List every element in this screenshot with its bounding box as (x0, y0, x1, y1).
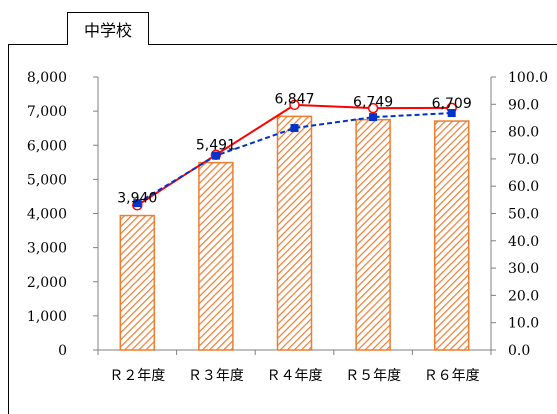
line-point-square (447, 109, 456, 118)
tab-divider-cover (68, 43, 148, 46)
y-tick-label: 5,000 (27, 172, 67, 188)
bar (276, 115, 313, 351)
y-tick-label: 1,000 (27, 309, 67, 325)
line-point-circle (367, 102, 379, 114)
line-point-square (369, 113, 378, 122)
y2-tick-label: 20.0 (508, 288, 539, 304)
y2-tick-label: 80.0 (508, 125, 539, 141)
bar (433, 120, 470, 351)
line-point-circle (289, 99, 300, 111)
bar (119, 214, 156, 351)
bar-data-label: 5,491 (196, 138, 236, 154)
line-point-square (211, 151, 220, 160)
bar-data-label: 6,709 (432, 96, 472, 112)
y-tick-label: 7,000 (27, 104, 67, 120)
x-tick-label: Ｒ２年度 (109, 368, 165, 384)
tab-label: 中学校 (83, 20, 132, 40)
y-tick-label: 2,000 (27, 275, 67, 291)
y2-tick-label: 50.0 (508, 207, 539, 223)
y2-tick-label: 30.0 (508, 261, 539, 277)
chart-frame (8, 44, 557, 414)
line-point-square (290, 124, 299, 133)
x-tick-label: Ｒ３年度 (188, 368, 244, 384)
y-tick-label: 4,000 (27, 207, 67, 223)
y-tick-label: 0 (58, 343, 67, 359)
y-tick-label: 8,000 (27, 70, 67, 86)
x-tick-label: Ｒ６年度 (424, 368, 480, 384)
chart-tab: 中学校 (67, 12, 149, 44)
bar (355, 118, 391, 351)
line-series-dashed (136, 112, 452, 204)
y2-tick-label: 100.0 (508, 70, 548, 86)
y-tick-label: 6,000 (27, 138, 67, 154)
x-tick-label: Ｒ４年度 (267, 368, 323, 384)
y2-tick-label: 90.0 (508, 97, 539, 113)
y2-tick-label: 60.0 (508, 179, 539, 195)
y2-tick-label: 70.0 (508, 152, 539, 168)
y-tick-label: 3,000 (27, 241, 67, 257)
bar-data-label: 6,749 (353, 95, 393, 111)
bar-data-label: 3,940 (117, 191, 157, 207)
x-tick-label: Ｒ５年度 (345, 368, 401, 384)
bar-data-label: 6,847 (274, 91, 314, 107)
line-point-square (133, 199, 142, 208)
bar (198, 161, 234, 351)
y2-tick-label: 40.0 (508, 234, 539, 250)
y2-tick-label: 10.0 (508, 316, 539, 332)
combo-chart: 0 1,000 2,000 3,000 4,000 5,000 6,000 7,000 8,00… (27, 70, 548, 384)
y2-tick-label: 0.0 (508, 343, 530, 359)
